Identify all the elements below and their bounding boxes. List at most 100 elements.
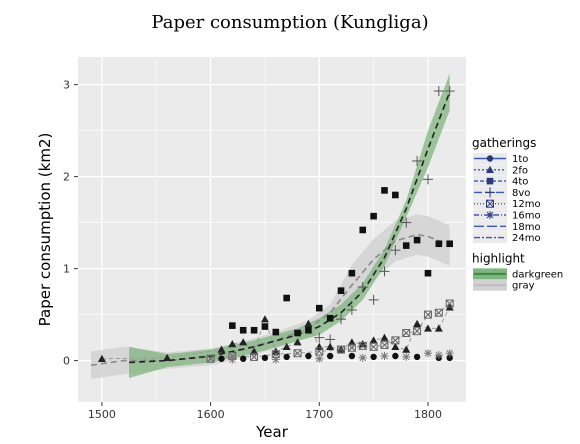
point-4to (326, 314, 334, 322)
trend-line-12mo (210, 303, 451, 360)
point-16mo (271, 355, 280, 364)
point-2fo (347, 338, 356, 346)
point-4to (402, 242, 410, 249)
legend-key-marker (485, 187, 495, 198)
point-8vo (412, 155, 423, 166)
legend-label-8vo: 8vo (512, 188, 530, 199)
confidence-bands (91, 73, 450, 379)
point-2fo (250, 347, 259, 355)
point-16mo (358, 353, 367, 362)
point-2fo (97, 354, 106, 362)
point-16mo (445, 349, 454, 358)
point-8vo (346, 305, 357, 315)
point-16mo (315, 354, 324, 363)
point-2fo (369, 336, 378, 344)
point-4to (229, 322, 236, 329)
point-4to (272, 328, 280, 336)
gray-confidence-band (91, 214, 450, 379)
point-2fo (380, 333, 389, 341)
point-12mo (402, 329, 411, 337)
point-2fo (228, 340, 237, 348)
legend-key-marker (486, 165, 494, 173)
point-1to (392, 352, 399, 360)
point-4to (370, 212, 377, 220)
point-2fo (163, 353, 172, 362)
point-12mo (347, 343, 356, 352)
point-12mo (445, 299, 454, 308)
point-8vo (357, 282, 368, 292)
x-tick-label: 1600 (197, 408, 225, 421)
point-12mo (250, 352, 259, 361)
legend-key-marker (486, 211, 494, 219)
y-tick-label: 3 (63, 79, 70, 92)
y-tick-label: 1 (63, 263, 70, 276)
point-8vo (390, 245, 401, 256)
point-1to (218, 355, 225, 362)
point-8vo (314, 332, 325, 343)
point-4to (250, 326, 258, 334)
legend-label-darkgreen: darkgreen (512, 269, 563, 280)
x-tick-label: 1500 (88, 408, 116, 421)
point-4to (283, 294, 290, 302)
x-tick-label: 1700 (305, 408, 333, 421)
point-8vo (444, 86, 455, 97)
point-12mo (293, 349, 302, 358)
point-4to (392, 191, 399, 199)
point-1to (283, 353, 290, 361)
point-16mo (434, 351, 443, 360)
point-4to (413, 236, 421, 244)
y-tick-label: 2 (63, 171, 70, 184)
darkgreen-smooth-line (129, 91, 451, 364)
point-2fo (293, 338, 302, 346)
point-2fo (423, 324, 432, 332)
y-axis-ticks: 0 1 2 3 (63, 79, 78, 368)
point-2fo (358, 340, 367, 348)
point-2fo (239, 338, 248, 346)
point-8vo (433, 86, 444, 97)
legend-title-highlight: highlight (472, 251, 525, 265)
point-12mo (369, 342, 378, 351)
legend-label-1to: 1to (512, 154, 528, 165)
point-2fo (326, 342, 335, 350)
legend-label-4to: 4to (512, 177, 528, 188)
point-16mo (228, 355, 237, 364)
point-4to (446, 240, 453, 248)
x-axis-ticks: 1500 1600 1700 1800 (88, 402, 442, 421)
point-12mo (337, 345, 346, 354)
point-4to (315, 304, 323, 312)
point-12mo (413, 327, 422, 336)
legend-title-gatherings: gatherings (472, 136, 536, 150)
point-1to (413, 353, 421, 361)
point-12mo (434, 308, 443, 317)
point-2fo (413, 319, 422, 327)
point-4to (337, 287, 345, 294)
data-points (97, 86, 455, 364)
point-16mo (423, 349, 432, 358)
point-2fo (282, 342, 291, 350)
point-4to (239, 326, 247, 334)
legend-label-12mo: 12mo (512, 199, 541, 210)
legend-key-marker (486, 155, 494, 162)
point-4to (294, 329, 301, 337)
point-1to (239, 355, 247, 362)
point-12mo (206, 354, 215, 363)
point-16mo (380, 352, 389, 360)
point-4to (261, 323, 269, 330)
point-2fo (434, 324, 443, 332)
point-2fo (402, 345, 411, 353)
point-4to (435, 240, 443, 248)
point-12mo (391, 336, 400, 345)
point-2fo (217, 345, 226, 353)
point-1to (370, 353, 377, 361)
point-4to (348, 269, 356, 277)
point-12mo (358, 341, 367, 350)
y-tick-label: 0 (63, 355, 70, 368)
point-12mo (423, 310, 432, 319)
legend-key-marker (486, 199, 494, 208)
point-2fo (260, 315, 269, 323)
point-8vo (379, 266, 390, 277)
point-1to (446, 354, 453, 362)
point-8vo (336, 314, 347, 325)
